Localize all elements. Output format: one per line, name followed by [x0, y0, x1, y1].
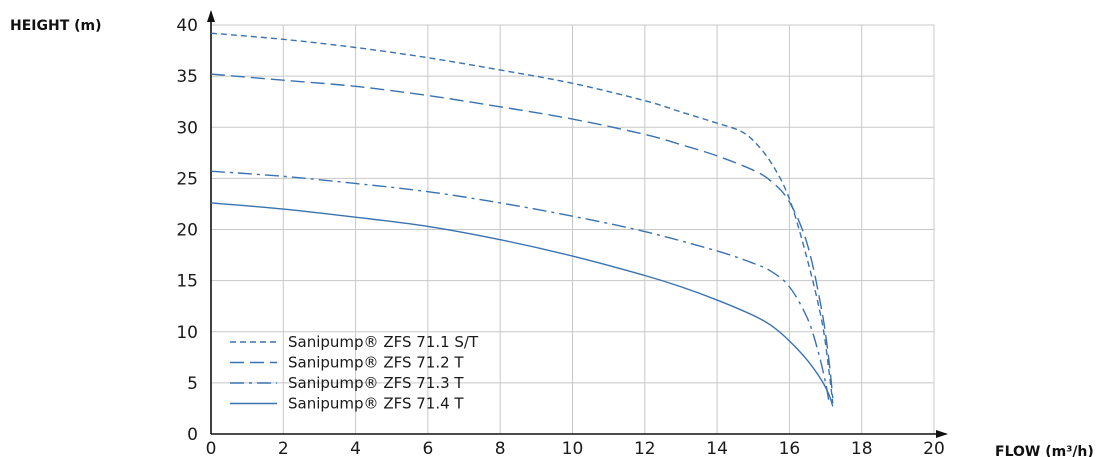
- series-line-2: [210, 73, 834, 399]
- x-tick-label: 4: [350, 439, 361, 457]
- y-tick-label: 35: [176, 67, 198, 87]
- axes: [207, 10, 948, 438]
- x-axis-title: FLOW (m³/h): [995, 444, 1094, 457]
- x-tick-label: 10: [562, 439, 584, 457]
- grid: [211, 24, 935, 434]
- series-line-4: [210, 202, 834, 407]
- x-tick-label: 12: [634, 439, 656, 457]
- legend: Sanipump® ZFS 71.1 S/T Sanipump® ZFS 71.2…: [230, 333, 479, 413]
- tick-labels: 0 2 4 6 8 10 12 14 16 18 20 0 5 10 15 20 25 30 35 40: [176, 16, 944, 457]
- y-axis-arrow: [207, 10, 215, 22]
- x-tick-label: 20: [923, 439, 945, 457]
- legend-label-2: Sanipump® ZFS 71.2 T: [288, 354, 464, 372]
- y-axis-title: HEIGHT (m): [10, 18, 102, 34]
- y-tick-label: 15: [176, 272, 198, 292]
- y-tick-label: 10: [176, 323, 198, 343]
- series-line-1: [210, 32, 834, 404]
- y-tick-label: 0: [187, 425, 198, 445]
- y-tick-label: 30: [176, 118, 198, 138]
- x-tick-label: 18: [851, 439, 873, 457]
- x-tick-label: 8: [495, 439, 506, 457]
- legend-label-3: Sanipump® ZFS 71.3 T: [288, 374, 464, 392]
- y-tick-label: 25: [176, 169, 198, 189]
- x-tick-label: 0: [206, 439, 217, 457]
- y-tick-label: 5: [187, 374, 198, 394]
- series-lines: [210, 32, 834, 407]
- series-line-3: [210, 170, 830, 404]
- x-tick-label: 16: [779, 439, 801, 457]
- x-tick-label: 6: [422, 439, 433, 457]
- y-tick-label: 40: [176, 16, 198, 36]
- legend-label-4: Sanipump® ZFS 71.4 T: [288, 395, 464, 413]
- x-tick-label: 2: [278, 439, 289, 457]
- legend-label-1: Sanipump® ZFS 71.1 S/T: [288, 333, 479, 351]
- x-tick-label: 14: [706, 439, 728, 457]
- x-axis-arrow: [936, 430, 948, 438]
- y-tick-label: 20: [176, 221, 198, 241]
